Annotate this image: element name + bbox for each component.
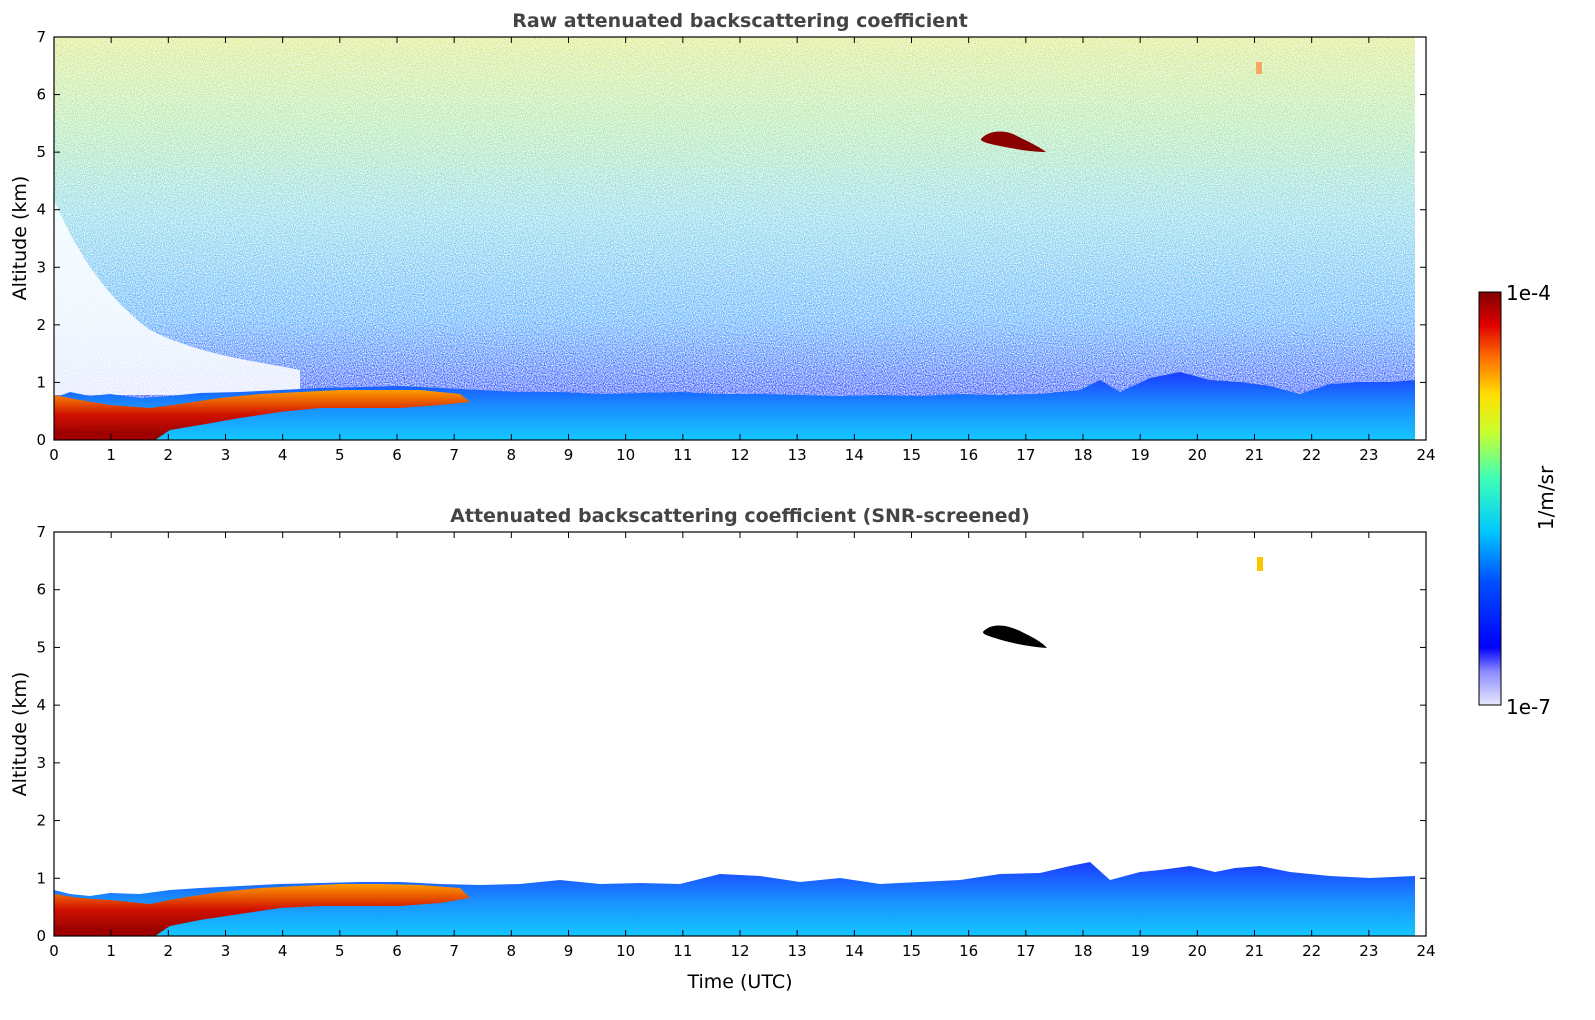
x-tick-label: 11 (673, 446, 692, 464)
y-tick-label: 7 (36, 523, 46, 541)
x-tick-label: 17 (1016, 942, 1035, 960)
x-tick-label: 2 (164, 446, 174, 464)
x-tick-label: 21 (1245, 942, 1264, 960)
x-tick-label: 15 (902, 446, 921, 464)
x-tick-label: 18 (1073, 446, 1092, 464)
x-tick-label: 14 (845, 942, 864, 960)
colorbar: 1e-4 1e-7 1/m/sr (1478, 281, 1558, 719)
x-tick-label: 1 (106, 446, 116, 464)
x-tick-label: 13 (788, 446, 807, 464)
x-tick-label: 9 (564, 446, 574, 464)
x-tick-label: 22 (1302, 446, 1321, 464)
aerosol-layer (54, 390, 470, 440)
x-tick-label: 2 (164, 942, 174, 960)
x-tick-label: 10 (616, 446, 635, 464)
x-tick-label: 18 (1073, 942, 1092, 960)
y-tick-label: 5 (36, 638, 46, 656)
clear-region (54, 200, 300, 395)
panel-screened-axes: 0 1 2 3 4 5 6 7 8 9 10 11 12 13 14 15 16 17 18 19 20 21 22 23 24… (36, 523, 1435, 960)
x-tick-label: 0 (49, 446, 59, 464)
x-tick-label: 4 (278, 446, 288, 464)
x-tick-label: 23 (1359, 446, 1378, 464)
x-tick-label: 6 (392, 446, 402, 464)
colorbar-min-label: 1e-7 (1506, 695, 1551, 719)
x-tick-label: 16 (959, 942, 978, 960)
y-tick-label: 1 (36, 869, 46, 887)
panel-screened-heatmap (54, 557, 1415, 936)
elevated-cloud (980, 131, 1046, 152)
x-tick-label: 8 (507, 446, 517, 464)
y-tick-label: 2 (36, 316, 46, 334)
boundary-layer (54, 372, 1415, 440)
x-tick-label: 13 (788, 942, 807, 960)
panel-raw: Raw attenuated backscattering coefficien… (9, 10, 1436, 464)
y-tick-label: 3 (36, 754, 46, 772)
x-tick-label: 3 (221, 942, 231, 960)
surface-layer (54, 926, 155, 936)
boundary-layer (54, 862, 1415, 936)
x-tick-label: 5 (335, 942, 345, 960)
x-tick-label: 12 (730, 446, 749, 464)
x-tick-label: 4 (278, 942, 288, 960)
colorbar-max-label: 1e-4 (1506, 281, 1551, 305)
x-tick-label: 5 (335, 446, 345, 464)
y-tick-label: 4 (36, 696, 46, 714)
x-tick-label: 15 (902, 942, 921, 960)
y-tick-label: 7 (36, 28, 46, 46)
x-tick-label: 20 (1188, 942, 1207, 960)
y-tick-label: 2 (36, 812, 46, 830)
colorbar-gradient (1478, 291, 1502, 706)
panel-raw-axes: 0 1 2 3 4 5 6 7 8 9 10 11 12 13 14 15 16 17 18 19 20 21 22 23 24… (36, 28, 1435, 464)
x-tick-label: 21 (1245, 446, 1264, 464)
x-tick-label: 19 (1131, 942, 1150, 960)
panel-screened-ylabel: Altitude (km) (9, 672, 31, 797)
x-tick-label: 24 (1416, 446, 1435, 464)
colorbar-unit-label: 1/m/sr (1534, 465, 1558, 530)
x-tick-label: 10 (616, 942, 635, 960)
y-tick-label: 0 (36, 431, 46, 449)
y-tick-label: 1 (36, 373, 46, 391)
y-tick-label: 6 (36, 581, 46, 599)
elevated-cloud (983, 625, 1047, 648)
x-tick-label: 14 (845, 446, 864, 464)
panel-screened: Attenuated backscattering coefficient (S… (9, 505, 1436, 993)
x-tick-label: 3 (221, 446, 231, 464)
x-tick-label: 19 (1131, 446, 1150, 464)
aerosol-layer (54, 884, 470, 936)
panel-raw-ylabel: Altitude (km) (9, 176, 31, 301)
surface-layer (54, 430, 155, 440)
x-tick-label: 20 (1188, 446, 1207, 464)
small-cloud (1257, 557, 1263, 571)
y-tick-label: 5 (36, 143, 46, 161)
y-tick-label: 4 (36, 201, 46, 219)
x-tick-label: 7 (449, 942, 459, 960)
x-tick-label: 11 (673, 942, 692, 960)
y-tick-label: 6 (36, 86, 46, 104)
x-tick-label: 22 (1302, 942, 1321, 960)
panel-raw-heatmap (54, 37, 1415, 440)
panel-screened-xlabel: Time (UTC) (686, 971, 792, 993)
y-tick-label: 0 (36, 927, 46, 945)
panel-screened-title: Attenuated backscattering coefficient (S… (450, 505, 1030, 527)
y-tick-label: 3 (36, 258, 46, 276)
x-tick-label: 7 (449, 446, 459, 464)
small-cloud (1256, 62, 1262, 74)
x-tick-label: 12 (730, 942, 749, 960)
x-tick-label: 6 (392, 942, 402, 960)
x-tick-label: 24 (1416, 942, 1435, 960)
x-tick-label: 1 (106, 942, 116, 960)
x-tick-label: 0 (49, 942, 59, 960)
panel-raw-title: Raw attenuated backscattering coefficien… (512, 10, 968, 32)
x-tick-label: 16 (959, 446, 978, 464)
x-tick-label: 9 (564, 942, 574, 960)
x-tick-label: 17 (1016, 446, 1035, 464)
x-tick-label: 8 (507, 942, 517, 960)
x-tick-label: 23 (1359, 942, 1378, 960)
